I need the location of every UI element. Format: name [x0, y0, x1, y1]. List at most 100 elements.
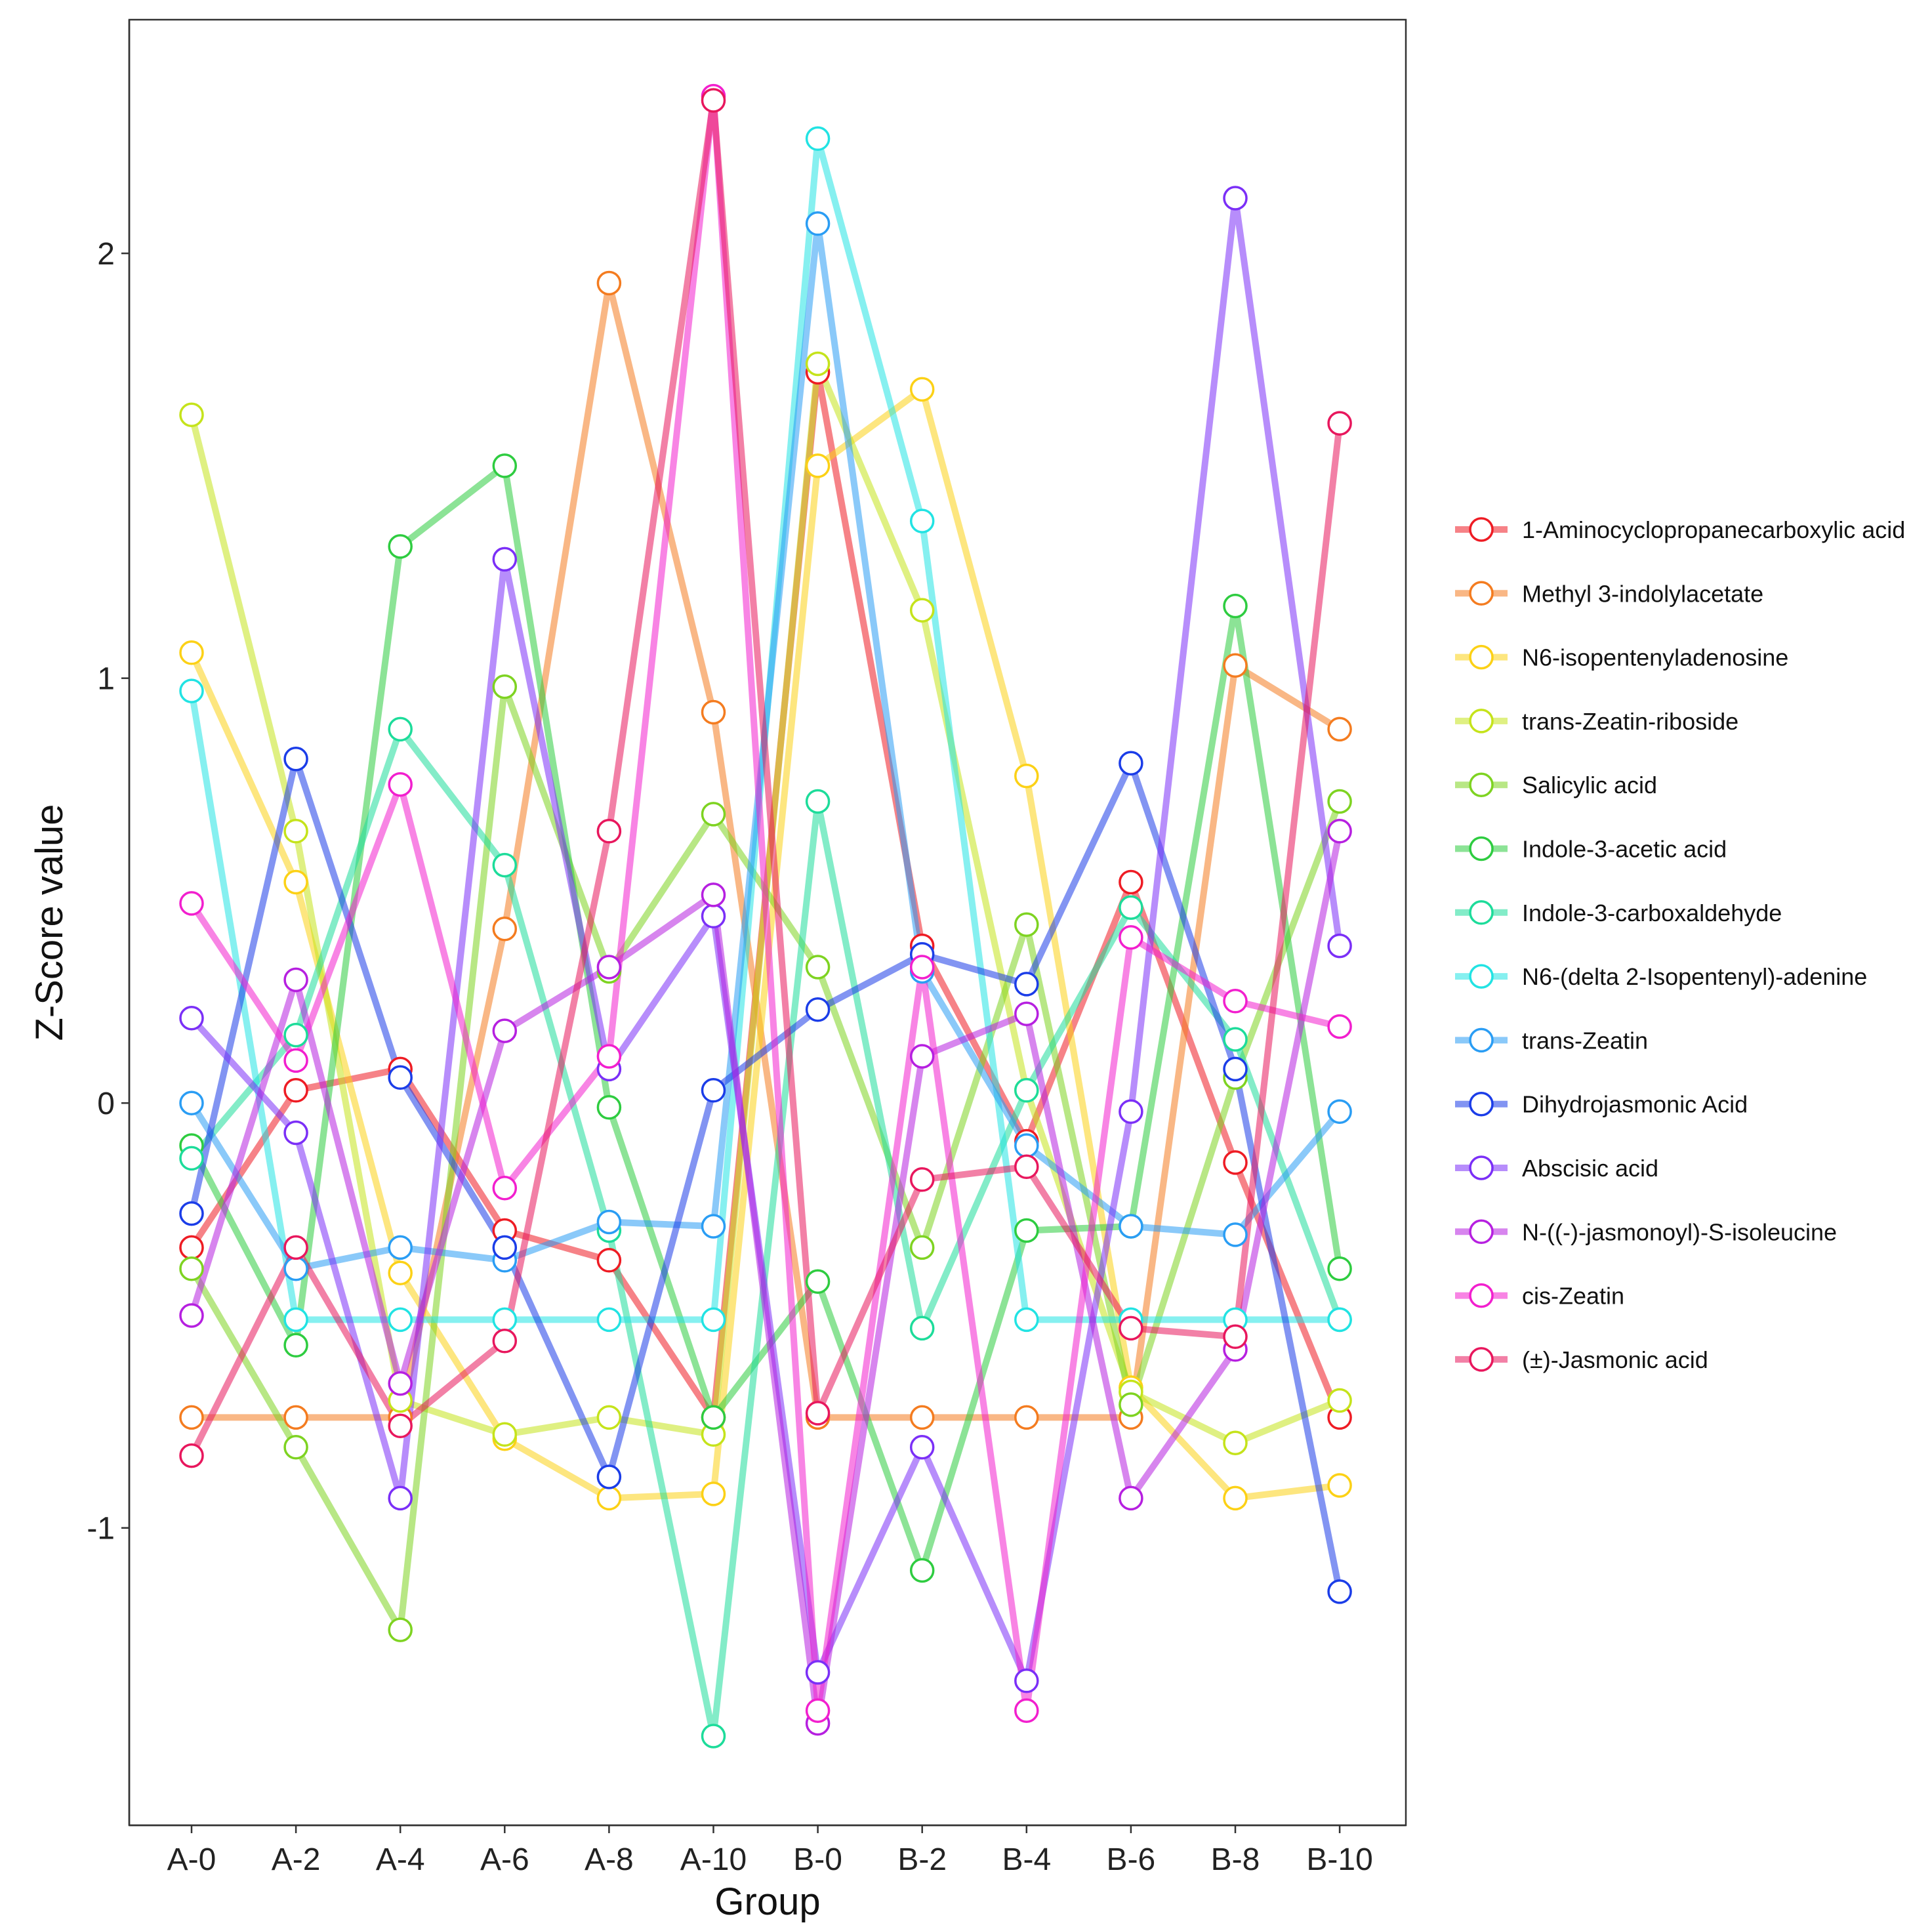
data-point: [179, 678, 204, 703]
data-point: [1327, 1256, 1352, 1281]
data-point: [909, 1316, 935, 1341]
data-point: [283, 1235, 308, 1260]
data-point: [283, 1120, 308, 1146]
data-point: [283, 819, 308, 844]
data-point: [805, 351, 831, 377]
data-point: [1223, 1056, 1248, 1082]
data-point: [701, 1307, 726, 1333]
data-point: [283, 1405, 308, 1430]
data-point: [492, 1175, 518, 1201]
legend-key-marker: [1469, 836, 1494, 861]
x-axis: A-0 A-2 A-4 A-6 A-8 A-10 B-0 B-2 B-4 B-6 B-8 B-10: [129, 1824, 1406, 1877]
data-point: [1014, 1154, 1039, 1180]
legend-key-marker: [1469, 1283, 1494, 1308]
data-point: [1223, 1027, 1248, 1052]
legend-item: Salicylic acid: [1455, 772, 1657, 798]
data-point: [1014, 1405, 1039, 1430]
legend-item: Dihydrojasmonic Acid: [1455, 1091, 1748, 1118]
data-point: [805, 126, 831, 152]
data-point: [179, 1303, 204, 1328]
data-point: [909, 598, 935, 623]
x-tick-label: A-2: [272, 1842, 321, 1877]
legend-label: trans-Zeatin-riboside: [1522, 708, 1738, 735]
data-point: [596, 819, 622, 844]
data-point: [492, 916, 518, 942]
legend-key-marker: [1469, 709, 1494, 734]
x-tick-label: B-2: [897, 1842, 947, 1877]
data-point: [701, 1482, 726, 1506]
data-point: [283, 1022, 308, 1048]
legend-label: Indole-3-carboxaldehyde: [1522, 900, 1782, 926]
x-tick-label: B-4: [1002, 1842, 1051, 1877]
data-point: [1223, 989, 1248, 1014]
series-line-11: [188, 827, 1344, 1727]
x-tick-label: B-8: [1211, 1842, 1260, 1877]
data-point: [596, 1485, 622, 1511]
data-point: [805, 1660, 831, 1685]
legend-key-marker: [1469, 644, 1494, 670]
data-point: [1223, 1324, 1248, 1350]
data-point: [805, 997, 831, 1022]
data-point: [1119, 869, 1143, 895]
data-point: [701, 802, 726, 827]
legend-label: Salicylic acid: [1522, 772, 1657, 798]
data-point: [1014, 972, 1039, 997]
data-point: [179, 1235, 204, 1260]
y-axis: -1 0 1 2: [87, 20, 131, 1825]
data-point: [596, 1307, 622, 1333]
legend-label: Dihydrojasmonic Acid: [1522, 1091, 1748, 1118]
data-point: [179, 402, 204, 427]
data-point: [179, 1443, 204, 1468]
data-point: [1014, 1698, 1039, 1723]
x-tick-label: A-10: [680, 1842, 747, 1877]
data-point: [283, 1434, 308, 1460]
y-tick-label: 0: [97, 1087, 115, 1121]
legend-label: (±)-Jasmonic acid: [1522, 1346, 1708, 1373]
legend-item: cis-Zeatin: [1455, 1283, 1624, 1310]
data-point: [1119, 751, 1143, 776]
x-tick-label: B-10: [1306, 1842, 1372, 1877]
legend-item: N-((-)-jasmonoyl)-S-isoleucine: [1455, 1218, 1837, 1245]
x-tick-label: B-0: [793, 1842, 842, 1877]
series-points: [179, 83, 1352, 1749]
data-point: [1327, 1473, 1352, 1498]
data-point: [1223, 1222, 1248, 1247]
data-point: [1014, 1307, 1039, 1333]
data-point: [283, 1256, 308, 1281]
data-point: [1223, 186, 1248, 211]
series-lines: [188, 93, 1344, 1739]
data-point: [1014, 1668, 1039, 1693]
legend-item: 1-Aminocyclopropanecarboxylic acid: [1455, 516, 1905, 543]
data-point: [492, 1329, 518, 1354]
data-point: [388, 772, 413, 797]
legend-key-marker: [1469, 900, 1494, 925]
data-point: [701, 903, 726, 929]
legend-label: 1-Aminocyclopropanecarboxylic acid: [1522, 516, 1905, 543]
data-point: [1119, 1214, 1143, 1239]
data-point: [1223, 653, 1248, 678]
y-tick-label: 1: [97, 662, 115, 697]
data-point: [805, 211, 831, 236]
legend-item: trans-Zeatin-riboside: [1455, 708, 1738, 735]
legend-item: N6-(delta 2-Isopentenyl)-adenine: [1455, 963, 1867, 990]
data-point: [1327, 1307, 1352, 1333]
x-tick-label: A-0: [167, 1842, 216, 1877]
data-point: [492, 1018, 518, 1043]
data-point: [492, 1422, 518, 1447]
series-line-6: [188, 726, 1344, 1739]
series-line-13: [188, 97, 1344, 1459]
data-point: [1014, 763, 1039, 789]
legend-key-marker: [1469, 517, 1494, 542]
data-point: [596, 1405, 622, 1430]
data-point: [701, 1405, 726, 1430]
data-point: [492, 674, 518, 699]
data-point: [492, 1235, 518, 1260]
legend-key-marker: [1469, 1155, 1494, 1180]
legend-key-marker: [1469, 581, 1494, 606]
data-point: [179, 1405, 204, 1430]
data-point: [388, 1617, 413, 1642]
data-point: [805, 789, 831, 814]
data-point: [1014, 912, 1039, 937]
legend-label: cis-Zeatin: [1522, 1283, 1624, 1310]
